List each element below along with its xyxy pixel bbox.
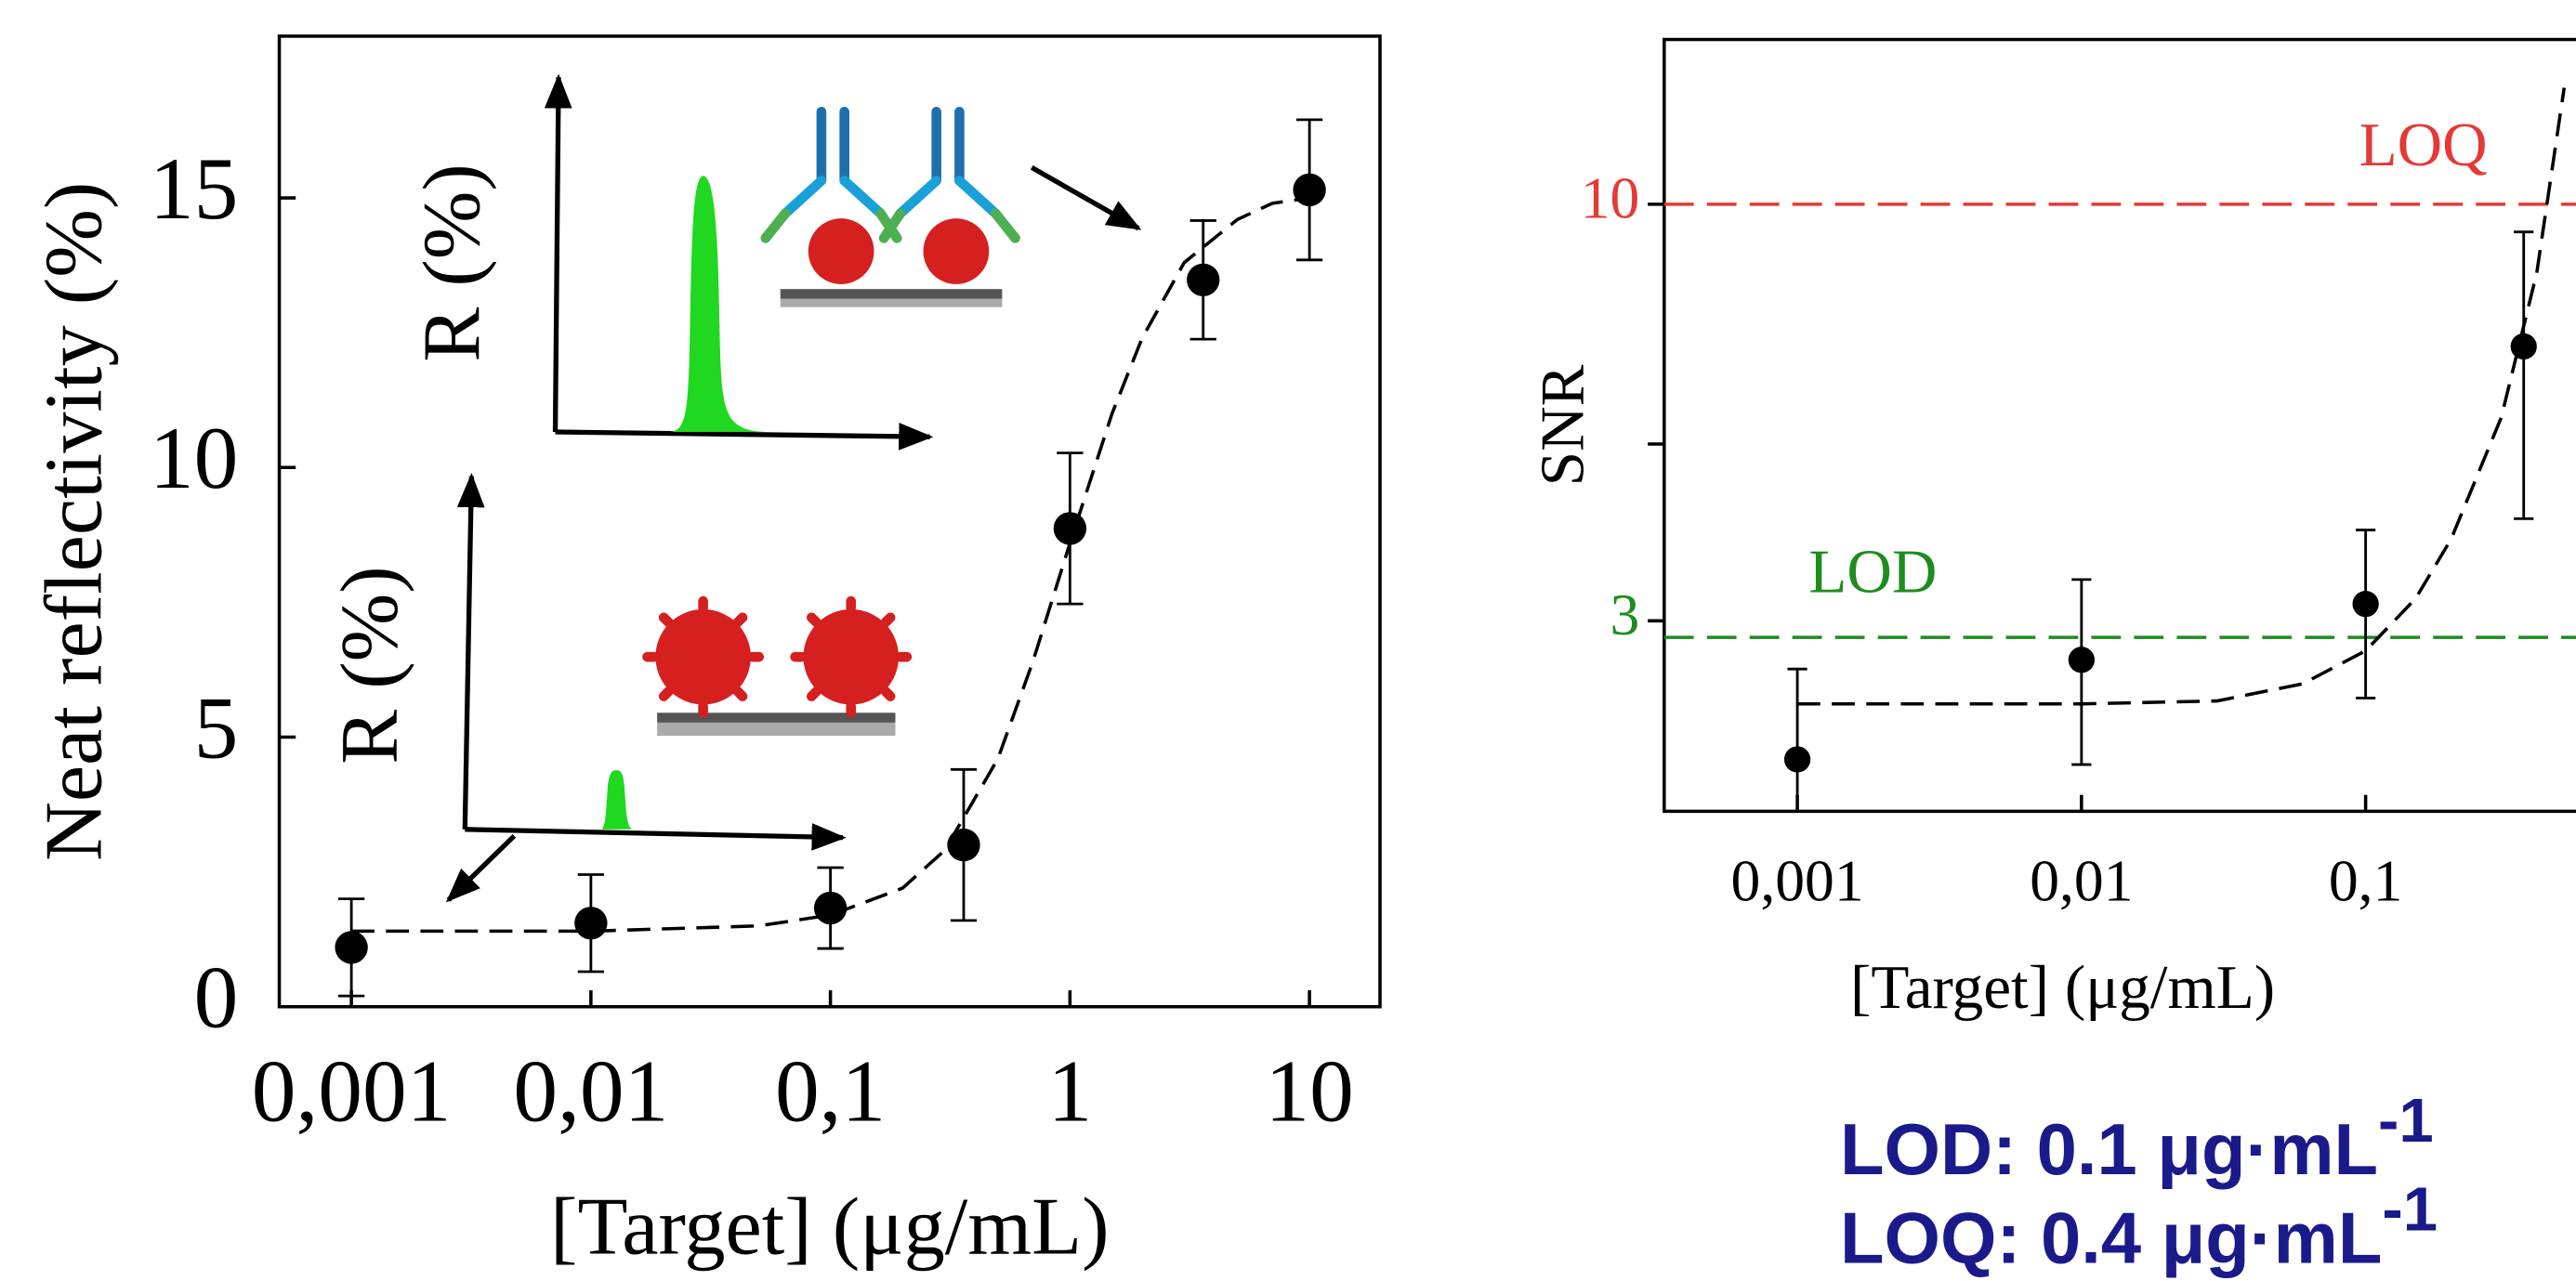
x-tick-label: 10 <box>1265 1041 1353 1140</box>
fit-curve <box>1797 87 2567 706</box>
data-point <box>1293 173 1326 207</box>
note-text: LOQ: 0.4 μg·mL <box>1840 1198 2382 1278</box>
note-superscript: -1 <box>2382 1174 2438 1244</box>
fit-curve <box>351 196 1310 934</box>
data-point <box>1783 746 1811 773</box>
y-tick-label: 10 <box>1581 164 1640 230</box>
note: LOQ: 0.4 μg·mL-1 <box>1840 1174 2438 1278</box>
y-tick-label: 0 <box>194 948 239 1047</box>
reference-label: LOD <box>1808 537 1937 607</box>
y-tick-label: 10 <box>150 409 238 507</box>
x-tick-label: 0,001 <box>252 1041 452 1140</box>
note: LOD: 0.1 μg·mL-1 <box>1840 1086 2434 1190</box>
plot-frame <box>1663 37 2576 814</box>
inset-art <box>445 73 1142 903</box>
data-point <box>2068 647 2096 673</box>
x-tick-label: 0,1 <box>2329 847 2403 913</box>
x-tick-label: 0,1 <box>775 1041 886 1140</box>
note-superscript: -1 <box>2378 1086 2434 1156</box>
data-point <box>813 891 848 925</box>
data-point <box>335 931 368 964</box>
data-point <box>574 907 608 940</box>
x-axis-label: [Target] (μg/mL) <box>1850 952 2275 1022</box>
x-axis-label: [Target] (μg/mL) <box>550 1182 1109 1273</box>
chart-panel: 0,001 0,01 0,1 3 10 [Target] (μg/mL) SNR LOQ LOD… <box>1528 37 2576 1278</box>
y-axis-label: SNR <box>1528 364 1597 486</box>
note-text: LOD: 0.1 μg·mL <box>1840 1109 2378 1189</box>
x-tick-label: 1 <box>1047 1041 1092 1140</box>
y-tick-label: 15 <box>150 139 238 238</box>
y-tick-label: 5 <box>194 678 239 777</box>
data-point <box>947 828 980 862</box>
data-point <box>1187 263 1220 296</box>
x-tick-label: 0,01 <box>513 1041 668 1140</box>
x-tick-label: 0,01 <box>2030 847 2133 913</box>
data-point <box>2352 590 2379 618</box>
y-tick-label: 3 <box>1610 582 1640 647</box>
data-point <box>1053 512 1087 545</box>
inset-axis-label: R (%) <box>324 566 415 765</box>
x-tick-label: 0,001 <box>1731 847 1864 913</box>
reference-label: LOQ <box>2359 110 2488 179</box>
chart-panel: 0,001 0,01 0,1 1 10 0 5 10 15 [Target] (μg/mL) Nea… <box>29 34 1382 1273</box>
inset-axis-label: R (%) <box>406 163 497 362</box>
data-point <box>2510 333 2537 360</box>
y-axis-label: Neat reflectivity (%) <box>29 182 120 861</box>
